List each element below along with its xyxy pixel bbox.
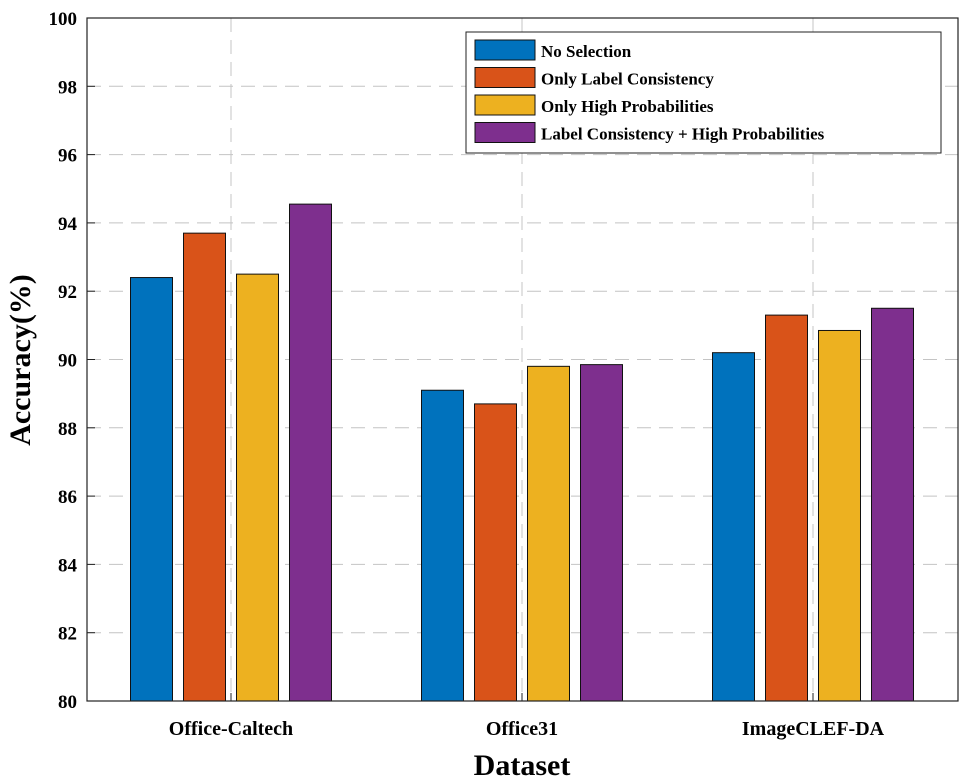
bar: [765, 314, 808, 702]
y-tick-label: 90: [58, 351, 77, 372]
y-axis-title: Accuracy(%): [4, 274, 37, 446]
x-tick-label: Office-Caltech: [169, 718, 293, 740]
tick-layer: [87, 17, 814, 702]
legend: No Selection Only Label Consistency Only H…: [465, 31, 942, 154]
legend-swatch: [474, 67, 536, 88]
bar: [421, 389, 464, 702]
bar: [474, 403, 517, 702]
legend-swatch: [474, 122, 536, 143]
legend-label: No Selection: [541, 42, 632, 61]
y-tick-label: 96: [58, 146, 77, 167]
legend-label: Label Consistency + High Probabilities: [541, 125, 825, 144]
legend-swatch: [474, 39, 536, 61]
bar: [130, 277, 173, 702]
x-axis-title: Dataset: [474, 749, 571, 782]
y-tick-label: 92: [58, 282, 77, 303]
legend-swatch: [474, 94, 536, 116]
bar: [527, 365, 570, 702]
x-tick-labels: Office-Caltech Office31 ImageCLEF-DA: [169, 718, 885, 740]
legend-box: [465, 31, 942, 154]
legend-items: No Selection Only Label Consistency Only H…: [474, 39, 825, 144]
x-tick-label: Office31: [486, 718, 558, 740]
bar: [712, 352, 755, 702]
y-tick-label: 80: [58, 692, 77, 713]
legend-label: Only Label Consistency: [541, 70, 714, 89]
y-tick-labels: 80 82 84 86 88 90 92 94 96 98 100: [49, 9, 78, 713]
bar: [818, 329, 861, 702]
x-tick-label: ImageCLEF-DA: [742, 718, 885, 740]
y-tick-label: 100: [49, 9, 78, 30]
y-tick-label: 86: [58, 487, 77, 508]
y-tick-label: 88: [58, 419, 77, 440]
bar: [580, 364, 623, 702]
y-tick-label: 98: [58, 77, 77, 98]
legend-label: Only High Probabilities: [541, 97, 714, 116]
bar: [289, 203, 332, 702]
bar-layer: [130, 203, 914, 702]
y-tick-label: 84: [58, 555, 78, 576]
bar: [871, 307, 914, 702]
bar: [236, 273, 279, 702]
y-tick-label: 82: [58, 624, 77, 645]
y-tick-label: 94: [58, 214, 78, 235]
bar: [183, 232, 226, 702]
